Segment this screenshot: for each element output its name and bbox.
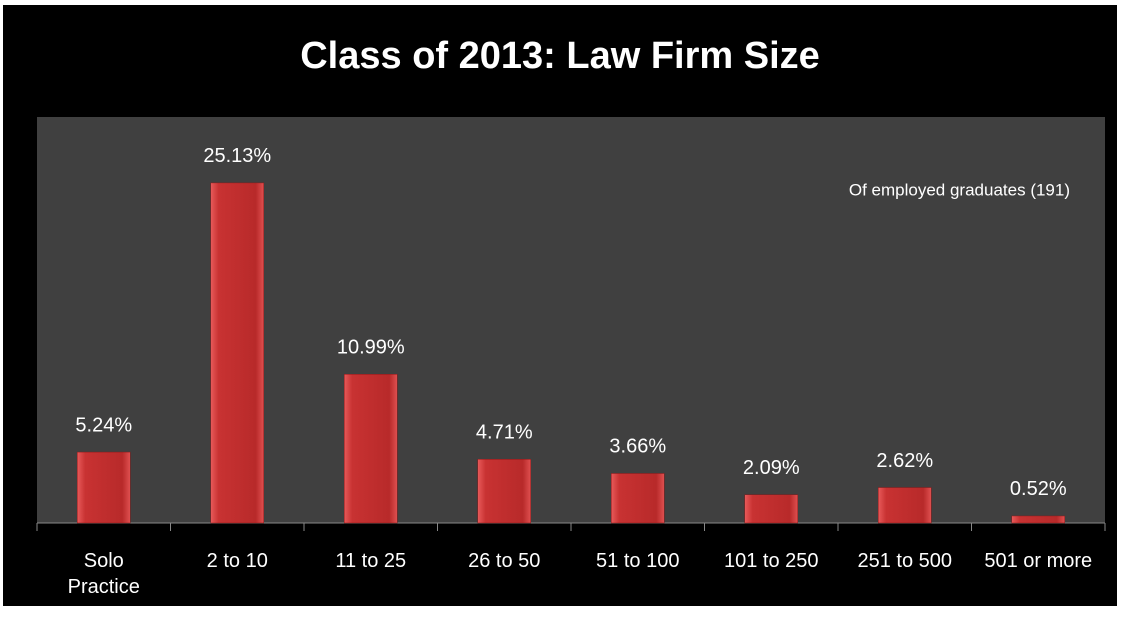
value-label: 4.71% — [476, 422, 533, 444]
x-tick-label: 101 to 250 — [723, 550, 819, 572]
x-tick-label: 51 to 100 — [596, 550, 680, 572]
bar — [477, 459, 531, 524]
x-tick-label: 26 to 50 — [468, 550, 541, 572]
value-label: 25.13% — [203, 145, 271, 167]
value-label: 10.99% — [337, 337, 405, 359]
bar — [344, 374, 398, 524]
x-tick-label: 2 to 10 — [206, 550, 268, 572]
value-label: 2.09% — [743, 457, 800, 479]
chart-title: Class of 2013: Law Firm Size — [300, 35, 820, 77]
x-tick-label: 11 to 25 — [335, 550, 407, 572]
value-label: 5.24% — [75, 414, 132, 436]
plot-area — [37, 117, 1105, 523]
x-tick-label: 251 to 500 — [857, 550, 953, 572]
value-label: 2.62% — [876, 450, 933, 472]
bar — [77, 451, 131, 524]
bar — [1011, 515, 1065, 524]
bar — [210, 182, 264, 524]
x-tick-label: Solo Practice — [67, 550, 140, 598]
bar — [878, 487, 932, 524]
value-label: 3.66% — [609, 436, 666, 458]
bar — [744, 494, 798, 524]
value-label: 0.52% — [1010, 478, 1067, 500]
x-tick-label: 501 or more — [984, 550, 1093, 572]
annotation: Of employed graduates (191) — [849, 180, 1070, 199]
bar — [611, 473, 665, 524]
